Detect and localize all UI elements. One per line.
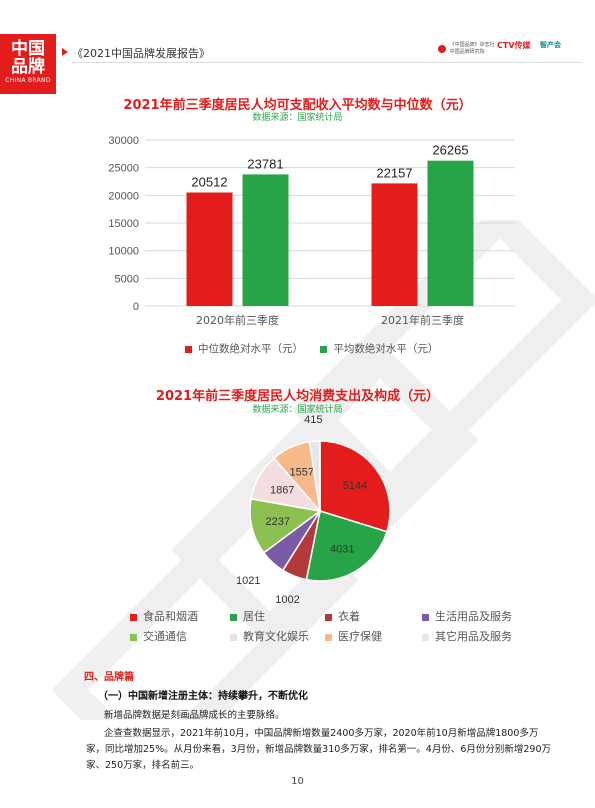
header-divider bbox=[72, 62, 582, 63]
bar bbox=[371, 183, 418, 306]
pie-legend-label-education: 教育文化娱乐 bbox=[243, 630, 309, 643]
pie-legend-label-food: 食品和烟酒 bbox=[143, 610, 198, 623]
pie-legend-swatch-clothing bbox=[325, 613, 332, 621]
subsection-heading: （一）中国新增注册主体：持续攀升，不断优化 bbox=[98, 691, 308, 702]
bar-chart-subtitle: 数据来源：国家统计局 bbox=[252, 113, 343, 123]
legend-label-mean: 平均数绝对水平（元） bbox=[333, 343, 439, 355]
pie-legend-swatch-healthcare bbox=[325, 633, 332, 641]
pie-slice bbox=[249, 497, 322, 554]
pie-data-label: 1002 bbox=[275, 594, 299, 606]
report-title: 《2021中国品牌发展报告》 bbox=[72, 47, 210, 60]
pie-data-label: 1557 bbox=[290, 467, 314, 479]
publisher-logo: 《中国品牌》杂志社 中国品牌研究院 bbox=[438, 42, 495, 56]
pie-legend-label-daily-goods: 生活用品及服务 bbox=[435, 610, 512, 623]
pie-data-label: 415 bbox=[304, 414, 322, 426]
partner-logo-2: 智产会 bbox=[540, 42, 561, 50]
bar bbox=[242, 174, 289, 306]
bar-x-tick-label: 2021年前三季度 bbox=[381, 313, 464, 327]
pie-legend-label-healthcare: 医疗保健 bbox=[338, 630, 382, 643]
legend-item-median: 中位数绝对水平（元） bbox=[185, 341, 303, 356]
legend-item-mean: 平均数绝对水平（元） bbox=[320, 341, 438, 356]
pie-legend-item-education: 教育文化娱乐 bbox=[230, 628, 309, 644]
paragraph-1: 新增品牌数据是刻画品牌成长的主要脉络。 bbox=[104, 710, 285, 721]
pie-chart-title: 2021年前三季度居民人均消费支出及构成（元） bbox=[155, 389, 440, 404]
pie-slice bbox=[308, 440, 321, 512]
pie-legend-label-clothing: 衣着 bbox=[338, 610, 360, 623]
bar-x-tick-label: 2020年前三季度 bbox=[196, 313, 279, 327]
pie-legend-swatch-housing bbox=[230, 613, 237, 621]
page-number: 10 bbox=[291, 776, 304, 787]
bar-y-tick-label: 15000 bbox=[108, 218, 139, 230]
china-brand-logo: 中国 品牌 CHINA BRAND bbox=[0, 34, 56, 94]
pie-legend-item-transport: 交通通信 bbox=[130, 628, 187, 644]
bar-data-label: 20512 bbox=[191, 175, 227, 190]
pie-legend-item-daily-goods: 生活用品及服务 bbox=[422, 608, 512, 624]
pie-legend-item-other: 其它用品及服务 bbox=[422, 628, 512, 644]
pie-legend-item-food: 食品和烟酒 bbox=[130, 608, 198, 624]
bar-y-tick-label: 20000 bbox=[108, 190, 139, 202]
pie-legend-label-housing: 居住 bbox=[243, 610, 265, 623]
partner-logo-ctv: CTV传媒 bbox=[497, 42, 531, 51]
pie-data-label: 5144 bbox=[343, 480, 367, 492]
legend-label-median: 中位数绝对水平（元） bbox=[198, 343, 303, 355]
bar-data-label: 23781 bbox=[247, 156, 283, 171]
pie-slice bbox=[319, 440, 391, 533]
publisher-name-1: 《中国品牌》杂志社 bbox=[449, 42, 495, 48]
pie-chart-subtitle: 数据来源：国家统计局 bbox=[252, 405, 343, 415]
bar-data-label: 22157 bbox=[376, 165, 412, 180]
bar-y-tick-label: 30000 bbox=[108, 135, 139, 147]
pie-data-label: 1867 bbox=[270, 485, 294, 497]
pie-legend-swatch-transport bbox=[130, 633, 137, 641]
pie-chart: 5144 4031 1002 1021 2237 1867 1557 415 bbox=[236, 414, 391, 606]
pie-data-label: 1021 bbox=[236, 575, 260, 587]
partner-name-1: CTV传媒 bbox=[497, 41, 531, 50]
pie-data-label: 2237 bbox=[266, 516, 290, 528]
logo-line3: CHINA BRAND bbox=[5, 77, 51, 84]
bar-chart: 0 5000 10000 15000 20000 25000 30000 20512 23781… bbox=[108, 135, 515, 327]
bar bbox=[186, 192, 233, 306]
pie-legend-swatch-other bbox=[422, 633, 429, 641]
pie-legend-label-other: 其它用品及服务 bbox=[435, 630, 512, 643]
pie-legend-swatch-education bbox=[230, 633, 237, 641]
bar-y-tick-label: 10000 bbox=[108, 246, 139, 258]
bar-y-tick-label: 5000 bbox=[115, 273, 139, 285]
partner-name-2: 智产会 bbox=[540, 41, 561, 49]
page-header: 中国 品牌 CHINA BRAND 《2021中国品牌发展报告》 《中国品牌》杂… bbox=[0, 0, 595, 100]
pie-legend-swatch-daily-goods bbox=[422, 613, 429, 621]
pie-legend-item-housing: 居住 bbox=[230, 608, 265, 624]
pie-legend-swatch-food bbox=[130, 613, 137, 621]
bar-data-label: 26265 bbox=[432, 143, 468, 158]
pie-data-label: 4031 bbox=[330, 543, 354, 555]
paragraph-2: 企查查数据显示，2021年前10月，中国品牌新增数量2400多万家，2020年前… bbox=[86, 728, 552, 771]
logo-line2: 品牌 bbox=[11, 57, 45, 77]
pie-legend-item-healthcare: 医疗保健 bbox=[325, 628, 382, 644]
bar bbox=[427, 160, 474, 306]
bar-chart-title: 2021年前三季度居民人均可支配收入平均数与中位数（元） bbox=[123, 98, 472, 113]
pie-slice bbox=[305, 510, 388, 582]
legend-swatch-median bbox=[185, 345, 192, 353]
logo-line1: 中国 bbox=[11, 39, 45, 59]
legend-swatch-mean bbox=[320, 345, 328, 353]
publisher-icon bbox=[438, 45, 446, 53]
publisher-name-2: 中国品牌研究院 bbox=[449, 49, 485, 55]
pie-legend-label-transport: 交通通信 bbox=[143, 630, 187, 643]
pie-legend-item-clothing: 衣着 bbox=[325, 608, 360, 624]
bar-y-tick-label: 0 bbox=[133, 301, 139, 313]
bar-chart-legend: 中位数绝对水平（元） 平均数绝对水平（元） bbox=[185, 341, 452, 356]
play-triangle-icon bbox=[62, 48, 68, 56]
section-heading: 四、品牌篇 bbox=[84, 672, 134, 683]
bar-y-tick-label: 25000 bbox=[108, 163, 139, 175]
